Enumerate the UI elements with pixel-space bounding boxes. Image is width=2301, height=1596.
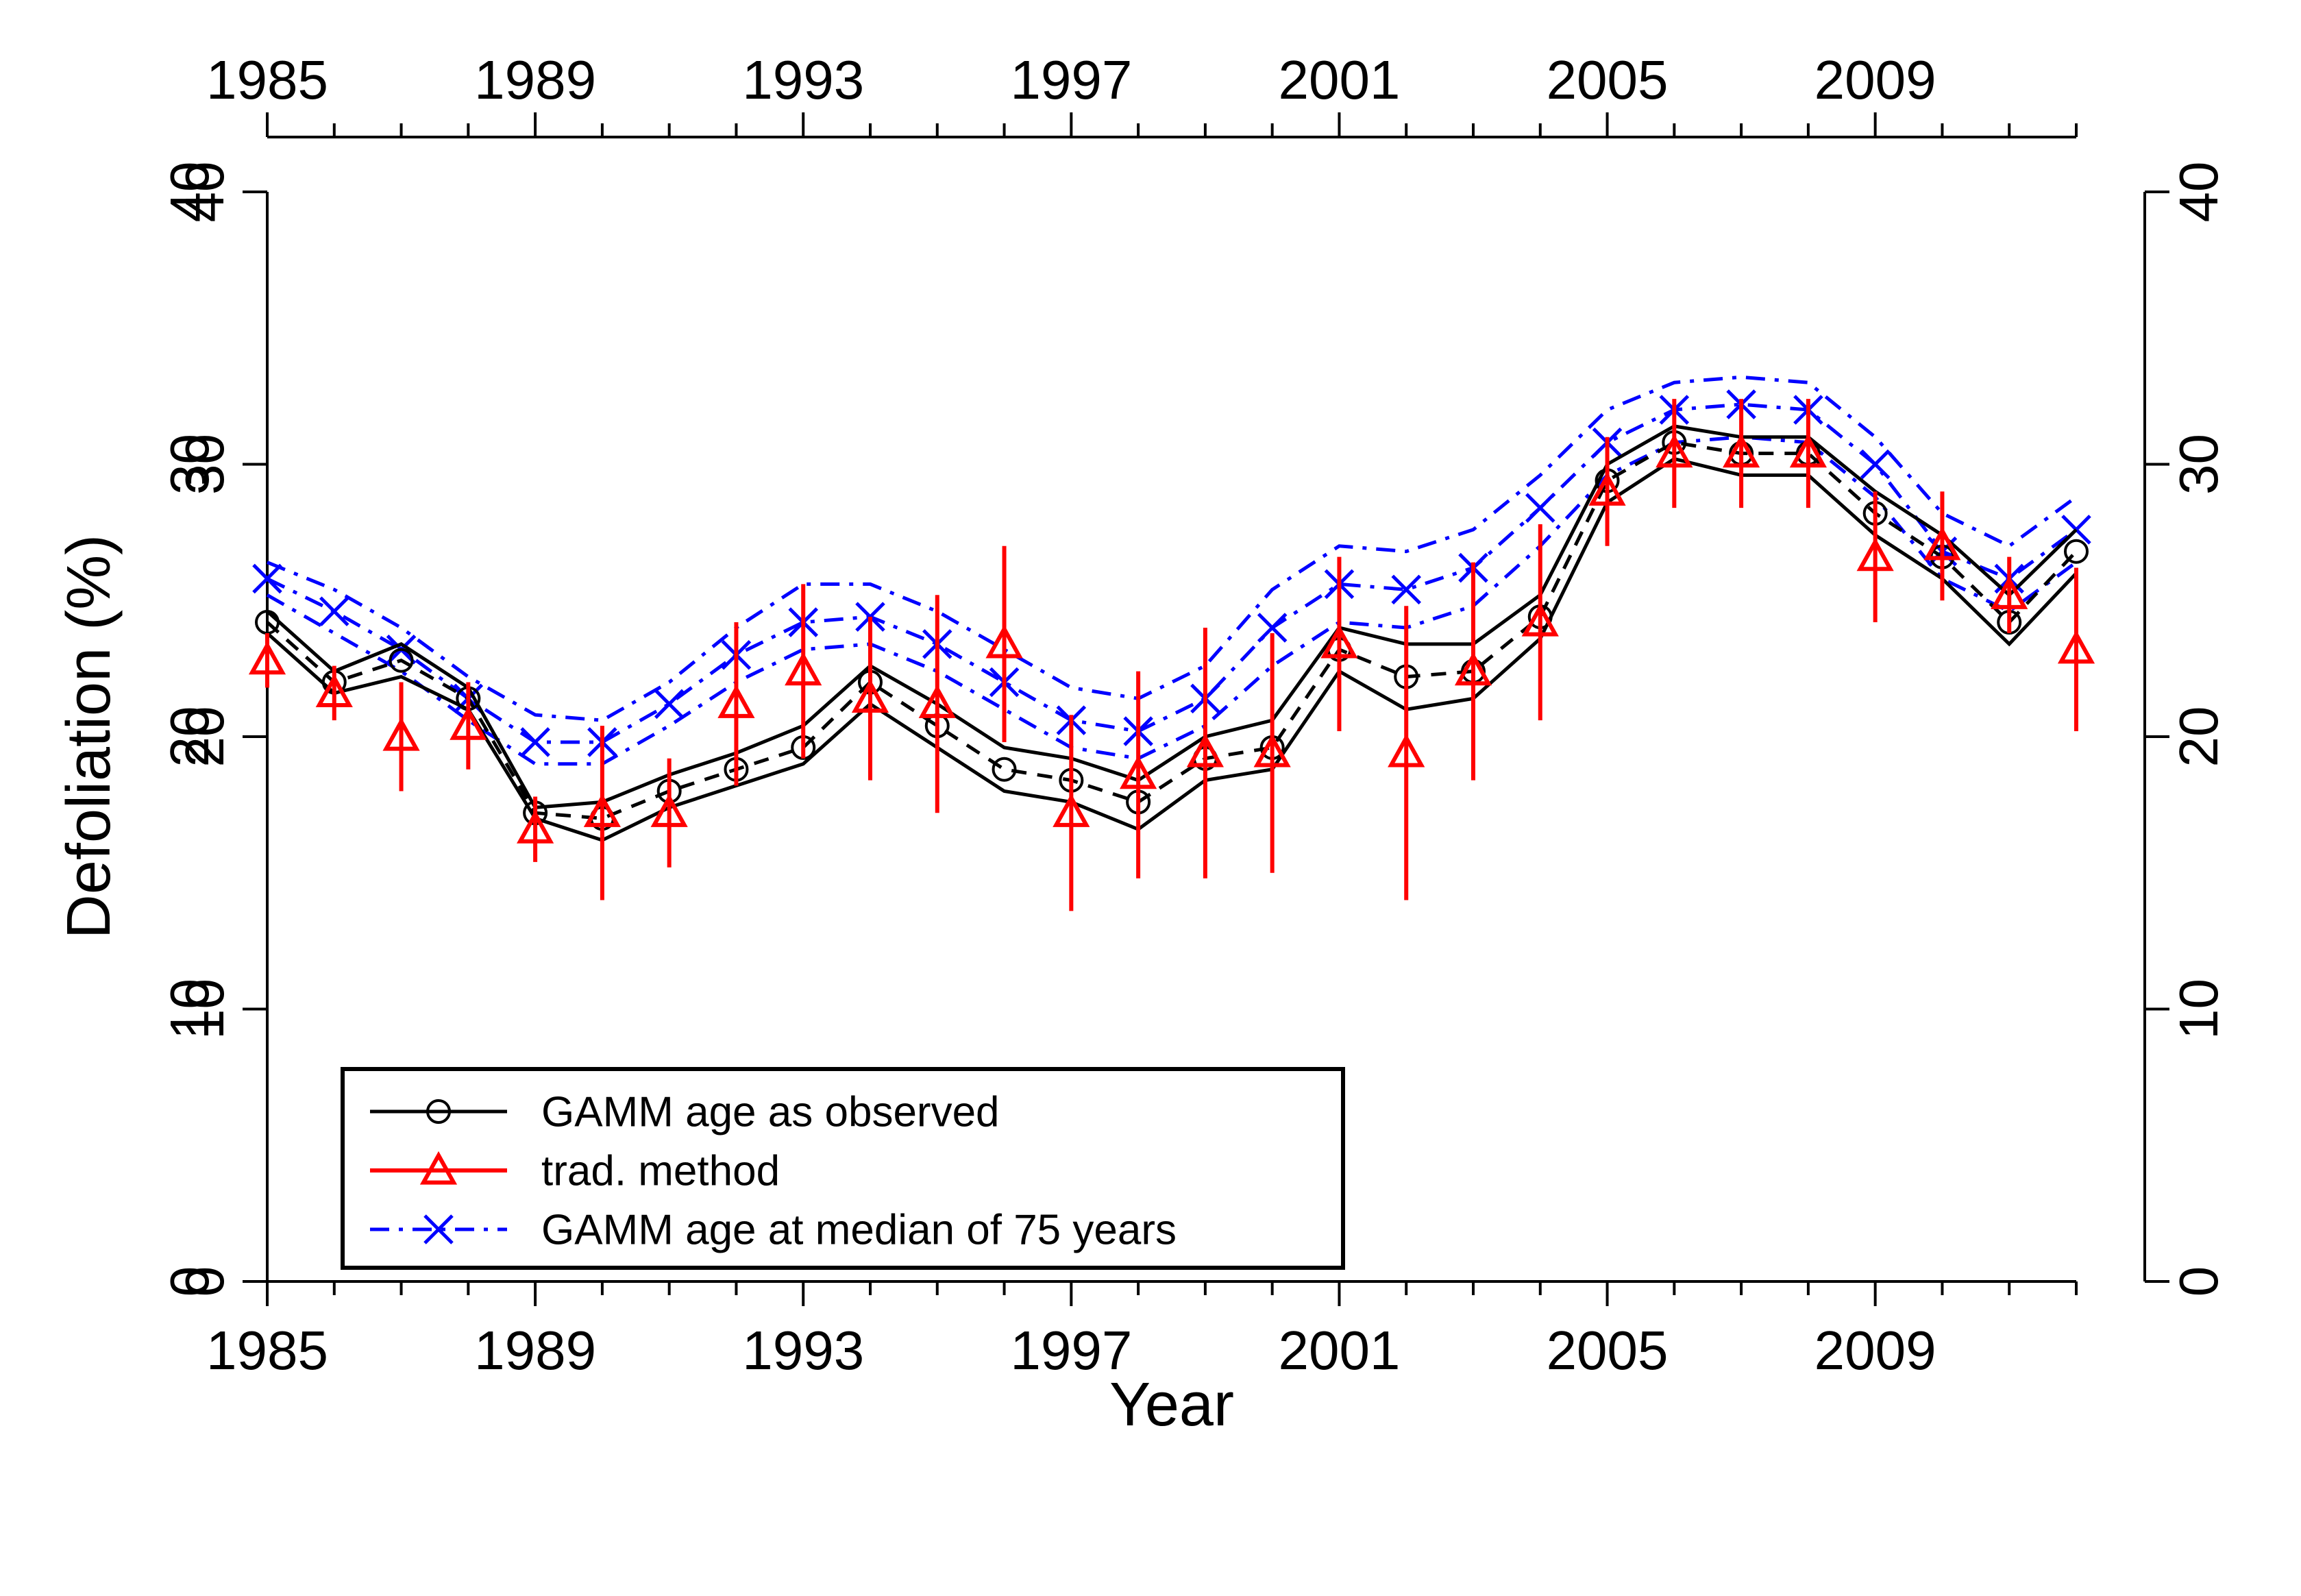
svg-text:2009: 2009 xyxy=(1814,49,1936,110)
svg-text:20: 20 xyxy=(2168,707,2229,768)
defoliation-chart: 1985198519891989199319931997199720012001… xyxy=(0,0,2301,1596)
svg-text:1985: 1985 xyxy=(206,49,328,110)
svg-text:GAMM age at median of 75 year: GAMM age at median of 75 years xyxy=(541,1207,1177,1254)
svg-text:2001: 2001 xyxy=(1278,1320,1400,1381)
svg-text:0: 0 xyxy=(159,1266,220,1297)
svg-text:40: 40 xyxy=(159,162,220,223)
svg-text:2005: 2005 xyxy=(1547,1320,1669,1381)
svg-text:2009: 2009 xyxy=(1814,1320,1936,1381)
svg-text:1989: 1989 xyxy=(474,49,596,110)
svg-text:2001: 2001 xyxy=(1278,49,1400,110)
svg-text:30: 30 xyxy=(2168,434,2229,495)
svg-text:1997: 1997 xyxy=(1010,49,1132,110)
svg-text:20: 20 xyxy=(159,707,220,768)
svg-text:trad. method: trad. method xyxy=(541,1148,780,1195)
svg-text:2005: 2005 xyxy=(1547,49,1669,110)
svg-text:10: 10 xyxy=(159,979,220,1040)
svg-text:GAMM age as observed: GAMM age as observed xyxy=(541,1089,1000,1136)
svg-text:30: 30 xyxy=(159,434,220,495)
svg-text:Defoliation (%): Defoliation (%) xyxy=(55,535,123,939)
svg-text:1993: 1993 xyxy=(742,1320,864,1381)
svg-text:1985: 1985 xyxy=(206,1320,328,1381)
svg-text:40: 40 xyxy=(2168,162,2229,223)
svg-text:Year: Year xyxy=(1109,1371,1234,1439)
svg-text:10: 10 xyxy=(2168,979,2229,1040)
svg-text:1989: 1989 xyxy=(474,1320,596,1381)
svg-text:0: 0 xyxy=(2168,1266,2229,1297)
svg-text:1993: 1993 xyxy=(742,49,864,110)
chart-container: 1985198519891989199319931997199720012001… xyxy=(0,0,2301,1596)
